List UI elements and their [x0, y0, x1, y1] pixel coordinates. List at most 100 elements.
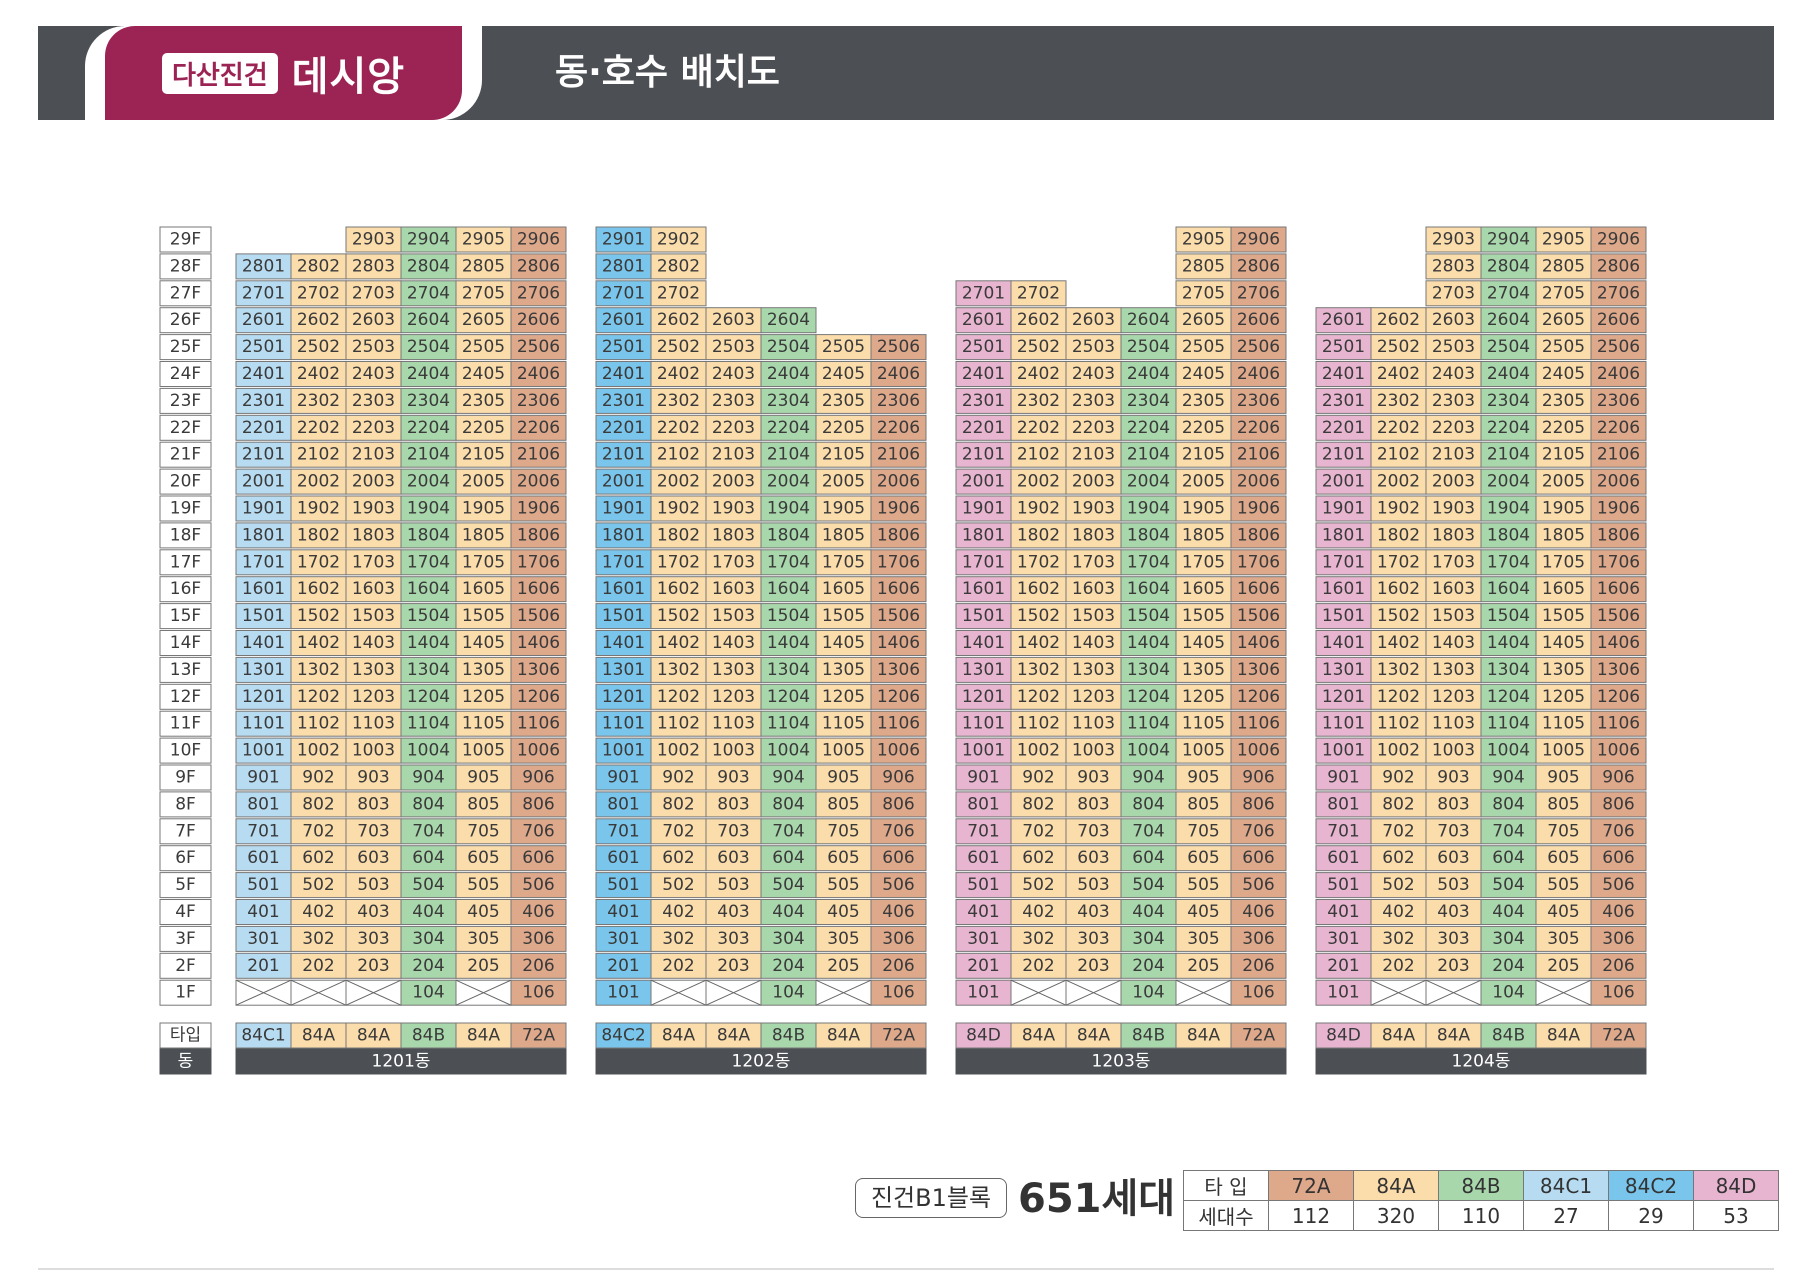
unit-number: 705 [1187, 821, 1219, 841]
unit-cell [1535, 899, 1592, 925]
unit-number: 2002 [1377, 472, 1420, 492]
unit-cell [1370, 334, 1427, 361]
unit-number: 1702 [1017, 552, 1060, 572]
unit-number: 703 [717, 821, 749, 841]
unit-cell [1010, 952, 1067, 979]
unit-cell [955, 576, 1012, 603]
unit-cell [235, 522, 292, 549]
floor-label-box [159, 656, 212, 683]
unit-number: 2004 [407, 472, 450, 492]
unit-number: 104 [1132, 983, 1164, 1003]
unit-number: 703 [1437, 821, 1469, 841]
unit-cell [1065, 818, 1122, 845]
unit-number: 701 [247, 821, 279, 841]
unit-cell [290, 925, 347, 952]
unit-number: 2802 [657, 256, 700, 276]
unit-number: 204 [412, 956, 444, 976]
unit-cell [1120, 414, 1177, 441]
unit-cell [1590, 630, 1647, 656]
unit-number: 2306 [877, 391, 920, 411]
unit-number: 1604 [767, 579, 810, 599]
floor-label: 19F [170, 499, 201, 519]
unit-cell [760, 334, 817, 361]
unit-cell [760, 683, 817, 710]
unit-number: 803 [1437, 794, 1469, 814]
type-cell [1535, 1022, 1592, 1049]
unit-cell [1590, 872, 1647, 899]
unit-cell [870, 818, 927, 845]
unit-number: 401 [1327, 902, 1359, 922]
unit-cell [510, 522, 567, 549]
unit-cell [870, 791, 927, 818]
type-cell-label: 84A [662, 1026, 696, 1046]
summary-count-cell: 112 [1268, 1200, 1354, 1231]
unit-cell [1480, 280, 1537, 307]
unit-number: 805 [1547, 794, 1579, 814]
unit-number: 2501 [602, 337, 645, 357]
unit-cell [290, 683, 347, 710]
unit-cell [650, 549, 707, 576]
unit-number: 2404 [1127, 364, 1170, 384]
unit-number: 1204 [407, 687, 450, 707]
unit-number: 2501 [1322, 337, 1365, 357]
unit-number: 1406 [877, 633, 920, 653]
unit-cell [1480, 334, 1537, 361]
unit-number: 2102 [1377, 445, 1420, 465]
unit-cell [1590, 549, 1647, 576]
unit-number: 902 [662, 768, 694, 788]
unit-cell [1535, 414, 1592, 441]
unit-number: 1102 [1017, 714, 1060, 734]
unit-cell [290, 737, 347, 764]
unit-number: 2205 [1182, 418, 1225, 438]
floor-label: 21F [170, 445, 201, 465]
unit-cell [760, 522, 817, 549]
floor-label: 23F [170, 391, 201, 411]
unit-cell [455, 764, 512, 791]
unit-cell [955, 441, 1012, 468]
unit-number: 2904 [1487, 230, 1530, 250]
floor-label-box [159, 522, 212, 549]
unit-number: 1402 [1377, 633, 1420, 653]
unit-cell [510, 576, 567, 603]
unit-number: 1702 [1377, 552, 1420, 572]
unit-cell [650, 791, 707, 818]
unit-number: 2903 [1432, 230, 1475, 250]
unit-number: 1904 [1487, 499, 1530, 519]
unit-number: 1806 [877, 525, 920, 545]
unit-cell [1535, 952, 1592, 979]
unit-cell [400, 845, 457, 872]
floor-label-box [159, 253, 212, 280]
unit-cell [455, 656, 512, 683]
unit-number: 2806 [517, 256, 560, 276]
unit-cell [705, 441, 762, 468]
unit-number: 402 [1022, 902, 1054, 922]
unit-number: 904 [412, 768, 444, 788]
unit-cell [1425, 280, 1482, 307]
summary-type-header: 타 입 [1183, 1170, 1269, 1201]
unit-number: 1003 [1072, 741, 1115, 761]
unit-number: 305 [1547, 929, 1579, 949]
unit-cell [1370, 872, 1427, 899]
unit-cell [235, 710, 292, 737]
unit-number: 201 [247, 956, 279, 976]
unit-number: 903 [1077, 768, 1109, 788]
floor-label: 10F [170, 741, 201, 761]
unit-cell [455, 576, 512, 603]
floor-label: 11F [170, 714, 201, 734]
unit-number: 206 [1602, 956, 1634, 976]
unit-number: 2503 [712, 337, 755, 357]
unit-number: 1703 [1072, 552, 1115, 572]
summary-type-cell: 72A [1268, 1170, 1354, 1201]
unit-cell [455, 253, 512, 280]
unit-cell [1425, 361, 1482, 387]
unit-number: 1106 [1237, 714, 1280, 734]
unit-cell [1590, 737, 1647, 764]
unit-number: 1602 [1377, 579, 1420, 599]
unit-cell [650, 925, 707, 952]
unit-number: 2401 [1322, 364, 1365, 384]
unit-cell [870, 630, 927, 656]
summary-count-cell: 27 [1523, 1200, 1609, 1231]
unit-number: 1404 [407, 633, 450, 653]
unit-cell [510, 872, 567, 899]
unit-number: 2504 [1127, 337, 1170, 357]
